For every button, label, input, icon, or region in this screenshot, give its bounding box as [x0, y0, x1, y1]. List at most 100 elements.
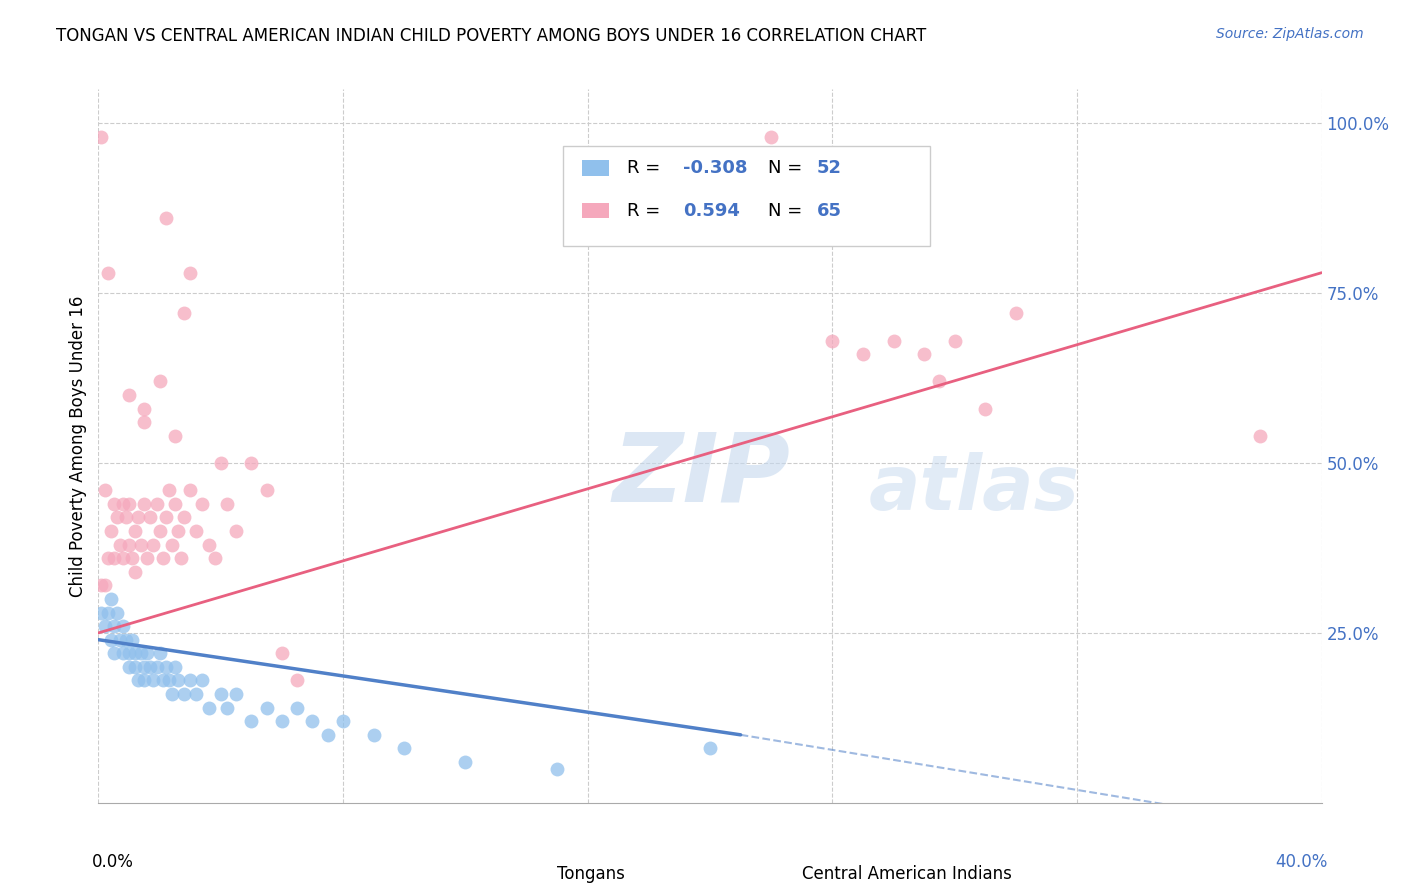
Point [124, 565, 146, 579]
Point [103, 646, 125, 660]
Point [316, 728, 339, 742]
Point [136, 551, 159, 566]
Point [160, 537, 183, 551]
Point [121, 551, 143, 566]
Text: 65: 65 [817, 202, 841, 219]
Point [127, 673, 149, 688]
Point [197, 537, 219, 551]
Point [209, 456, 232, 470]
Point [103, 619, 125, 633]
Point [883, 334, 905, 348]
Point [191, 673, 214, 688]
Point [97, 266, 120, 280]
Point [118, 497, 141, 511]
Y-axis label: Child Poverty Among Boys Under 16: Child Poverty Among Boys Under 16 [69, 295, 87, 597]
Point [103, 497, 125, 511]
Point [100, 591, 122, 606]
Point [454, 755, 477, 769]
Point [108, 537, 131, 551]
Text: -0.308: -0.308 [683, 159, 748, 177]
Point [93, 483, 115, 498]
Point [129, 646, 152, 660]
Point [167, 673, 190, 688]
Point [149, 375, 172, 389]
Point [699, 741, 721, 756]
FancyBboxPatch shape [582, 160, 609, 176]
Point [124, 646, 146, 660]
Text: R =: R = [627, 159, 666, 177]
Point [974, 401, 997, 416]
Text: 0.0%: 0.0% [93, 853, 134, 871]
Point [215, 700, 238, 714]
Point [163, 429, 186, 443]
Text: Tongans: Tongans [557, 865, 626, 883]
Point [108, 632, 131, 647]
Point [139, 510, 162, 524]
Point [240, 456, 263, 470]
Point [136, 646, 159, 660]
Point [134, 497, 156, 511]
Point [197, 700, 219, 714]
Point [1004, 306, 1026, 320]
Point [209, 687, 232, 701]
Point [215, 497, 238, 511]
Point [240, 714, 263, 729]
Point [155, 510, 177, 524]
Point [142, 673, 165, 688]
Point [256, 483, 278, 498]
Text: N =: N = [768, 202, 807, 219]
Point [285, 673, 308, 688]
Point [105, 606, 128, 620]
Point [149, 524, 172, 538]
Point [103, 551, 125, 566]
Text: 40.0%: 40.0% [1275, 853, 1327, 871]
Point [285, 700, 308, 714]
Point [127, 510, 149, 524]
Point [115, 510, 138, 524]
Point [93, 619, 115, 633]
Point [152, 551, 174, 566]
Point [204, 551, 226, 566]
Point [173, 687, 195, 701]
Point [152, 673, 174, 688]
Text: N =: N = [768, 159, 807, 177]
Point [225, 687, 247, 701]
Text: TONGAN VS CENTRAL AMERICAN INDIAN CHILD POVERTY AMONG BOYS UNDER 16 CORRELATION : TONGAN VS CENTRAL AMERICAN INDIAN CHILD … [56, 27, 927, 45]
Point [118, 660, 141, 674]
Point [546, 762, 568, 776]
Point [912, 347, 935, 361]
Point [270, 646, 292, 660]
Point [134, 401, 156, 416]
Text: Central American Indians: Central American Indians [801, 865, 1012, 883]
Point [225, 524, 247, 538]
Point [186, 524, 208, 538]
Point [134, 673, 156, 688]
Text: R =: R = [627, 202, 672, 219]
Point [124, 524, 146, 538]
Point [134, 415, 156, 429]
Point [163, 497, 186, 511]
Point [157, 673, 180, 688]
Text: ZIP: ZIP [612, 428, 790, 521]
Point [191, 497, 214, 511]
Point [821, 334, 844, 348]
Text: Source: ZipAtlas.com: Source: ZipAtlas.com [1216, 27, 1364, 41]
Point [97, 606, 120, 620]
Point [301, 714, 323, 729]
Point [928, 375, 950, 389]
FancyBboxPatch shape [564, 146, 931, 246]
Point [105, 510, 128, 524]
Point [90, 606, 112, 620]
Point [179, 266, 201, 280]
Point [134, 660, 156, 674]
Point [111, 619, 134, 633]
Point [145, 497, 167, 511]
FancyBboxPatch shape [515, 864, 548, 887]
Point [186, 687, 208, 701]
Point [100, 524, 122, 538]
Point [111, 646, 134, 660]
Point [118, 537, 141, 551]
Point [155, 211, 177, 226]
Point [100, 632, 122, 647]
Point [392, 741, 416, 756]
